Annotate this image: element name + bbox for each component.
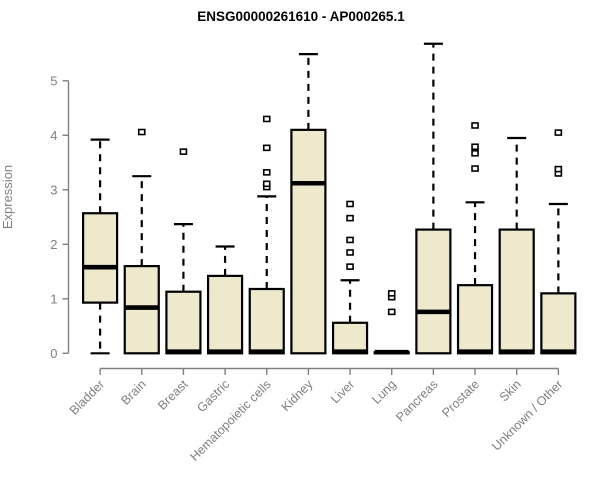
y-axis-label: Expression — [0, 165, 15, 229]
outlier-point — [262, 115, 271, 123]
y-tick-label: 0 — [50, 346, 57, 361]
x-tick-label-hematopoietic-cells: Hematopoietic cells — [187, 377, 274, 464]
outlier-point — [387, 290, 396, 297]
box-gastric — [206, 245, 244, 355]
box-bladder — [81, 138, 119, 355]
x-tick-label-pancreas: Pancreas — [393, 377, 440, 424]
iqr-box — [415, 228, 452, 355]
outlier-point — [262, 169, 271, 176]
y-tick-label: 4 — [50, 128, 57, 143]
box-pancreas — [415, 42, 452, 355]
outlier-point — [137, 128, 146, 136]
iqr-box — [206, 274, 244, 355]
x-tick-label-unknown-other: Unknown / Other — [489, 377, 565, 453]
x-tick-label-brain: Brain — [118, 377, 149, 408]
box-skin — [498, 136, 535, 355]
outlier-point — [346, 200, 354, 208]
iqr-box — [331, 321, 369, 355]
x-tick-label-kidney: Kidney — [279, 377, 316, 414]
box-prostate — [456, 122, 494, 355]
iqr-box — [248, 287, 285, 355]
x-tick-label-lung: Lung — [369, 377, 399, 407]
outlier-point — [471, 165, 479, 172]
y-tick-label: 5 — [50, 73, 57, 88]
outlier-point — [262, 180, 271, 188]
iqr-box — [165, 290, 202, 355]
iqr-box — [290, 128, 327, 355]
iqr-box — [81, 212, 119, 304]
y-axis: 0 1 2 3 4 5 — [50, 73, 70, 361]
outlier-point — [262, 144, 271, 152]
outlier-point — [179, 148, 188, 155]
outlier-point — [471, 149, 479, 157]
x-tick-label-gastric: Gastric — [194, 377, 232, 415]
x-tick-label-liver: Liver — [328, 377, 357, 406]
x-tick-label-prostate: Prostate — [439, 377, 482, 420]
y-tick-label: 3 — [50, 182, 57, 197]
box-brain — [123, 128, 160, 355]
outlier-point — [471, 143, 479, 151]
box-breast — [165, 148, 202, 355]
outlier-point — [554, 129, 563, 136]
iqr-box — [540, 292, 577, 355]
y-tick-label: 1 — [50, 291, 57, 306]
outlier-point — [471, 122, 479, 129]
iqr-box — [456, 284, 494, 355]
box-liver — [331, 200, 369, 355]
outlier-point — [387, 308, 396, 316]
x-tick-label-breast: Breast — [155, 377, 191, 413]
outlier-point — [554, 165, 563, 173]
box-unknown-other — [540, 129, 577, 355]
x-tick-label-bladder: Bladder — [67, 377, 107, 417]
iqr-box — [498, 228, 535, 355]
outlier-point — [346, 236, 354, 244]
box-hematopoietic-cells — [248, 115, 285, 355]
box-kidney — [290, 52, 327, 355]
outlier-point — [346, 214, 354, 222]
y-tick-label: 2 — [50, 237, 57, 252]
outlier-point — [346, 263, 354, 270]
x-tick-label-skin: Skin — [497, 377, 524, 404]
plot-area: 0 1 2 3 4 5 Bladder Brain Breast GastricHematopoi… — [50, 42, 577, 464]
outlier-point — [346, 249, 354, 256]
box-lung — [373, 290, 410, 355]
chart-title: ENSG00000261610 - AP000265.1 — [197, 9, 405, 24]
